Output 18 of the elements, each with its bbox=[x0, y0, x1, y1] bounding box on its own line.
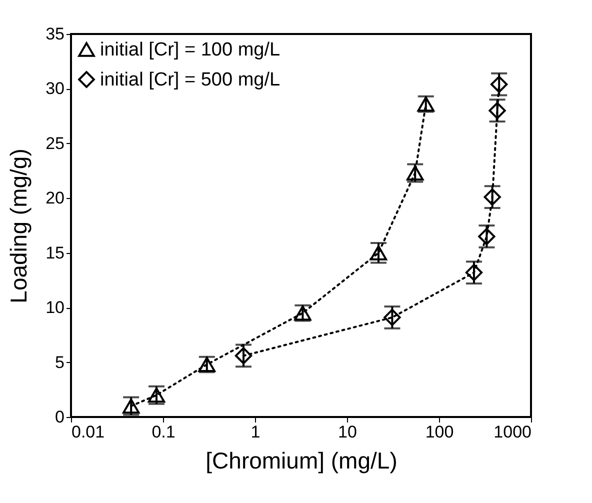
y-tick-label: 0 bbox=[55, 408, 64, 426]
y-tick-label: 35 bbox=[46, 24, 64, 44]
y-axis-title: Loading (mg/g) bbox=[6, 148, 32, 304]
legend-label: initial [Cr] = 500 mg/L bbox=[100, 70, 280, 90]
x-tick-label: 0.01 bbox=[72, 422, 105, 442]
y-tick-label: 5 bbox=[55, 352, 64, 372]
x-axis-title: [Chromium] (mg/L) bbox=[206, 448, 398, 474]
x-tick-label: 10 bbox=[338, 422, 357, 442]
x-tick-label: 1 bbox=[250, 422, 260, 442]
y-tick-label: 15 bbox=[46, 243, 64, 262]
y-tick-label: 20 bbox=[46, 188, 64, 208]
y-tick-label: 10 bbox=[46, 298, 64, 318]
x-tick-label: 0.1 bbox=[152, 422, 176, 442]
legend-label: initial [Cr] = 100 mg/L bbox=[100, 40, 280, 60]
x-tick-label: 1000 bbox=[494, 422, 532, 442]
y-tick-label: 30 bbox=[46, 79, 64, 98]
x-tick-label: 100 bbox=[425, 422, 454, 442]
y-tick-label: 25 bbox=[46, 134, 64, 153]
